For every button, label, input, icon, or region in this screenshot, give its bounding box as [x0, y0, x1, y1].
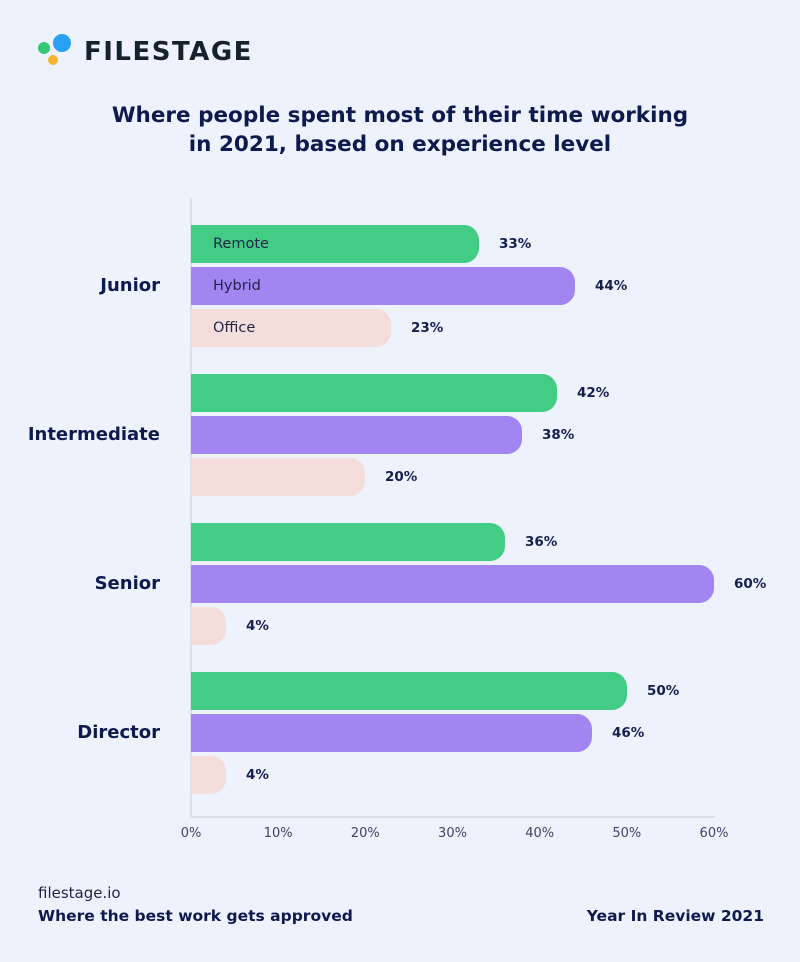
x-axis-line: [190, 816, 715, 818]
filestage-logo-icon: [36, 33, 78, 71]
filestage-logo: FILESTAGE: [36, 33, 253, 71]
bar-junior-office: Office: [191, 309, 391, 347]
bar-junior-hybrid: Hybrid: [191, 267, 575, 305]
value-label-intermediate-office: 20%: [385, 469, 418, 485]
value-label-junior-office: 23%: [411, 320, 444, 336]
value-label-senior-office: 4%: [246, 618, 269, 634]
y-axis-line: [190, 198, 192, 818]
value-label-director-remote: 50%: [647, 683, 680, 699]
series-label-remote: Remote: [213, 236, 269, 252]
x-tick-20pct: 20%: [350, 826, 380, 841]
bar-intermediate-hybrid: [191, 416, 522, 454]
bar-junior-remote: Remote: [191, 225, 479, 263]
value-label-senior-remote: 36%: [525, 534, 558, 550]
category-label-senior: Senior: [94, 573, 160, 594]
value-label-director-hybrid: 46%: [612, 725, 645, 741]
bar-senior-office: [191, 607, 226, 645]
value-label-intermediate-hybrid: 38%: [542, 427, 575, 443]
footer-tagline: Where the best work gets approved: [38, 907, 353, 925]
logo-wordmark: FILESTAGE: [84, 37, 253, 67]
series-label-hybrid: Hybrid: [213, 278, 261, 294]
x-tick-0pct: 0%: [180, 826, 202, 841]
bar-intermediate-remote: [191, 374, 557, 412]
bar-senior-remote: [191, 523, 505, 561]
x-tick-50pct: 50%: [612, 826, 642, 841]
series-label-office: Office: [213, 320, 256, 336]
x-tick-10pct: 10%: [263, 826, 293, 841]
x-tick-60pct: 60%: [699, 826, 729, 841]
footer-edition: Year In Review 2021: [586, 907, 764, 925]
footer-website: filestage.io: [38, 884, 121, 902]
value-label-senior-hybrid: 60%: [734, 576, 767, 592]
value-label-junior-hybrid: 44%: [595, 278, 628, 294]
bar-director-remote: [191, 672, 627, 710]
chart-title: Where people spent most of their time wo…: [0, 101, 800, 159]
value-label-director-office: 4%: [246, 767, 269, 783]
category-label-junior: Junior: [100, 275, 160, 296]
category-label-intermediate: Intermediate: [27, 424, 160, 445]
x-tick-40pct: 40%: [525, 826, 555, 841]
logo-blue-dot: [53, 34, 71, 52]
bar-senior-hybrid: [191, 565, 714, 603]
logo-green-dot: [38, 42, 50, 54]
logo-yellow-dot: [48, 55, 58, 65]
bar-intermediate-office: [191, 458, 365, 496]
chart-title-line1: Where people spent most of their time wo…: [111, 103, 689, 128]
x-tick-30pct: 30%: [438, 826, 467, 841]
category-label-director: Director: [77, 722, 160, 743]
value-label-junior-remote: 33%: [499, 236, 532, 252]
bar-director-hybrid: [191, 714, 592, 752]
bar-director-office: [191, 756, 226, 794]
chart-title-line2: in 2021, based on experience level: [188, 132, 612, 157]
value-label-intermediate-remote: 42%: [577, 385, 610, 401]
